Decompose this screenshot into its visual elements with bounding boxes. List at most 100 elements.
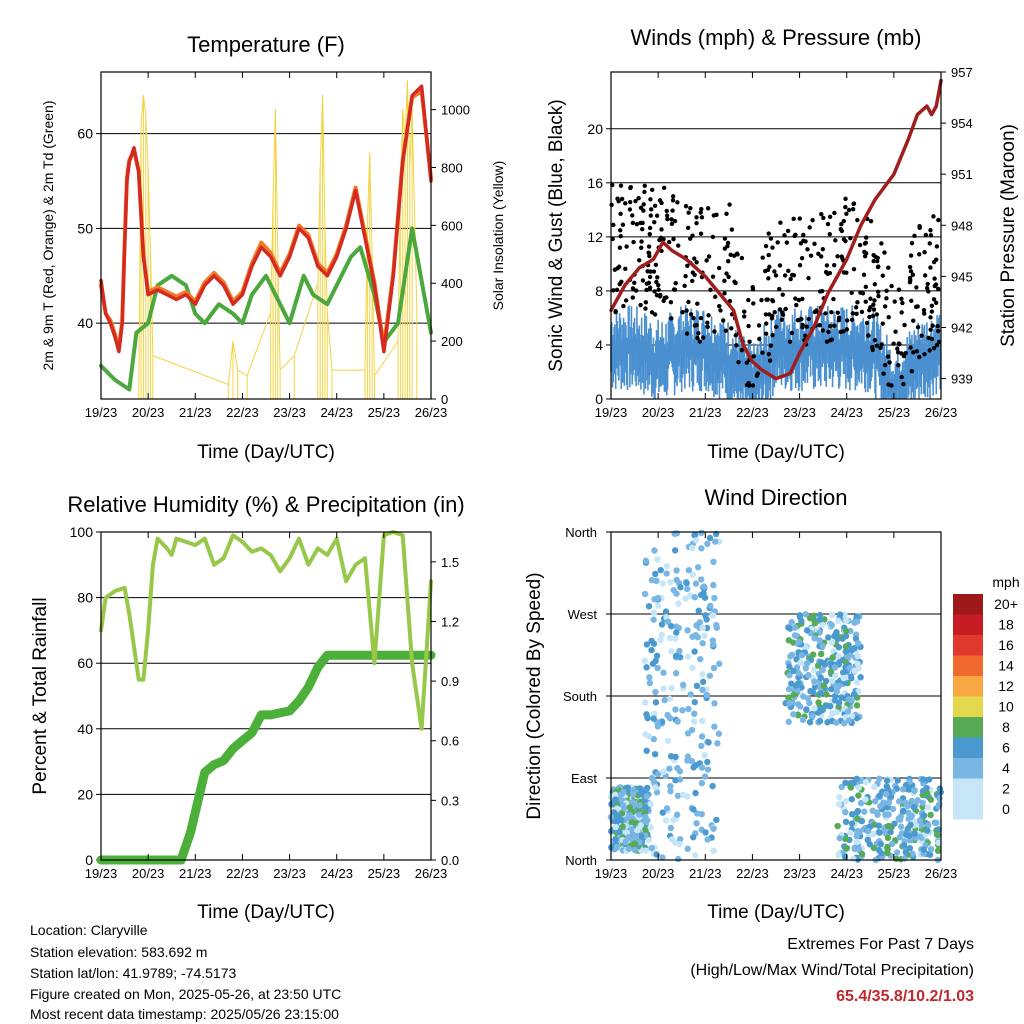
gust-point [764, 321, 769, 326]
direction-point [654, 594, 662, 602]
direction-point [664, 737, 672, 745]
direction-point [816, 717, 824, 725]
direction-point [786, 663, 793, 671]
direction-point [882, 811, 889, 818]
direction-point [885, 823, 892, 830]
gust-point [908, 269, 914, 274]
gust-point [643, 306, 648, 311]
gust-point [665, 216, 670, 222]
gust-point [832, 323, 837, 328]
direction-point [906, 844, 914, 852]
direction-point [652, 657, 659, 665]
gust-point [614, 287, 620, 293]
gust-point [744, 382, 750, 388]
gust-point [827, 214, 833, 219]
x-tick-label: 22/23 [736, 866, 769, 881]
y-tick-label: South [563, 689, 597, 704]
legend-title: mph [992, 574, 1019, 590]
gust-point [627, 199, 633, 205]
direction-point [792, 682, 800, 689]
direction-point [795, 669, 802, 677]
gust-point [846, 207, 852, 213]
direction-point [810, 666, 818, 674]
direction-point [810, 612, 817, 619]
direction-point [654, 664, 661, 672]
chart-title: Temperature (F) [187, 32, 345, 57]
direction-point [642, 699, 649, 706]
x-tick-label: 23/23 [273, 405, 306, 420]
gust-point [917, 354, 922, 360]
gust-point [880, 321, 885, 326]
gust-point [872, 282, 878, 287]
direction-point [688, 726, 696, 734]
direction-point [642, 557, 650, 565]
gust-point [661, 185, 667, 191]
legend-swatch [953, 676, 983, 697]
direction-point [916, 817, 924, 824]
direction-point [854, 639, 862, 647]
y2-tick-label: 0 [441, 392, 448, 407]
gust-point [623, 298, 629, 303]
direction-point [675, 600, 682, 607]
direction-point [636, 802, 643, 809]
direction-point [625, 845, 633, 853]
direction-point [642, 825, 649, 833]
direction-point [682, 595, 689, 602]
y2-tick-label: 800 [441, 160, 463, 175]
direction-point [828, 685, 835, 693]
x-tick-label: 24/23 [320, 405, 353, 420]
direction-point [858, 850, 866, 858]
gust-point [936, 339, 942, 345]
y-axis-label: Percent & Total Rainfall [30, 597, 51, 794]
direction-point [684, 653, 692, 660]
gust-point [838, 226, 843, 232]
gust-point [643, 300, 649, 305]
gust-point [886, 315, 891, 320]
direction-point [673, 629, 680, 636]
gust-point [698, 315, 704, 321]
gust-point [616, 199, 621, 204]
gust-point [624, 244, 629, 249]
direction-point [843, 617, 850, 624]
gust-point [638, 205, 644, 210]
direction-point [936, 795, 943, 802]
direction-point [861, 808, 868, 815]
footer-recent: Most recent data timestamp: 2025/05/26 2… [30, 1006, 339, 1022]
legend-label: 16 [998, 637, 1014, 653]
y-tick-label: 20 [587, 121, 603, 137]
x-tick-label: 24/23 [320, 866, 353, 881]
direction-point [832, 672, 839, 679]
direction-point [659, 854, 666, 861]
direction-point [702, 829, 709, 836]
precip-line [96, 650, 436, 865]
gust-point [638, 302, 643, 308]
direction-point [651, 750, 659, 758]
direction-point [831, 664, 839, 671]
gust-point [907, 264, 913, 270]
direction-point [862, 778, 870, 786]
gust-point [915, 324, 921, 330]
gust-point [807, 225, 812, 230]
gust-point [618, 183, 624, 188]
direction-point [806, 718, 814, 726]
gust-point [644, 287, 649, 293]
gust-point [765, 297, 770, 302]
direction-point [699, 640, 706, 647]
gust-point [670, 208, 675, 213]
direction-point [857, 674, 864, 681]
gust-point [671, 287, 677, 292]
gust-point [899, 374, 904, 380]
gust-point [870, 313, 876, 319]
direction-point [710, 641, 717, 648]
y2-tick-label: 942 [951, 320, 973, 335]
gust-point [936, 217, 941, 223]
direction-point [690, 764, 697, 771]
direction-point [709, 612, 716, 619]
gust-point [641, 202, 646, 207]
y2-tick-label: 939 [951, 372, 973, 387]
direction-point [667, 787, 674, 795]
direction-point [657, 566, 664, 574]
direction-point [882, 790, 890, 798]
gust-point [632, 280, 637, 285]
legend-label: 2 [1002, 781, 1010, 797]
